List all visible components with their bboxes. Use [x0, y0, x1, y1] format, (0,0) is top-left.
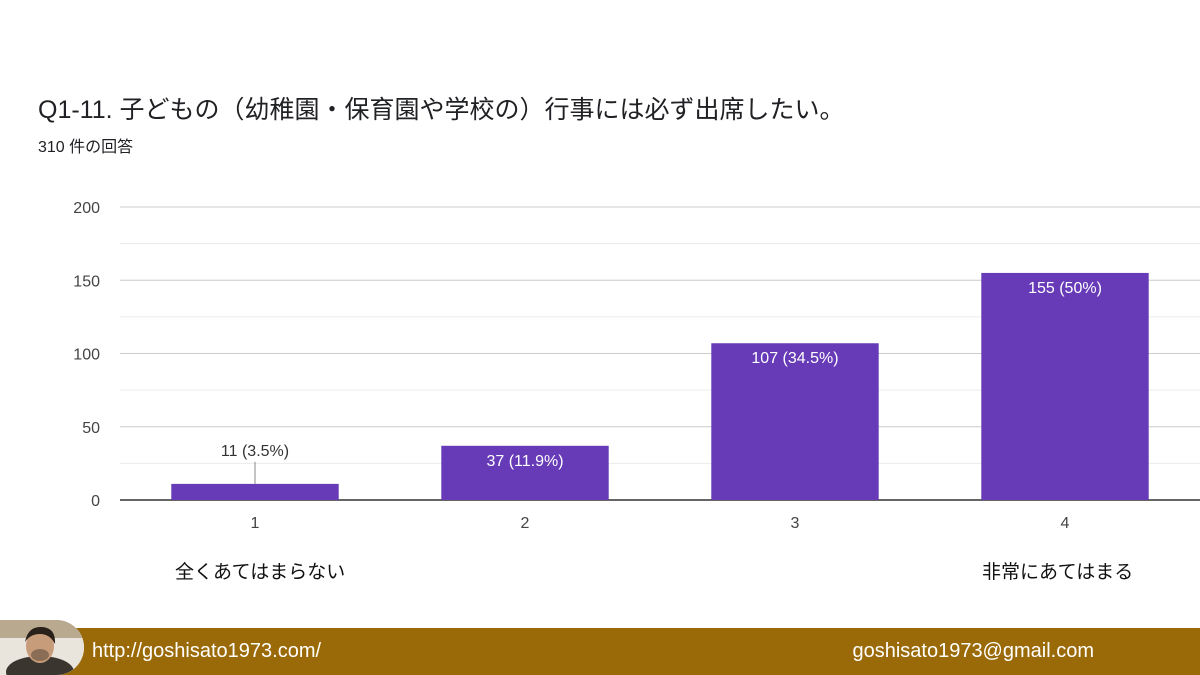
data-label: 155 (50%) [1028, 280, 1102, 297]
footer-url-link[interactable]: http://goshisato1973.com/ [92, 640, 322, 662]
y-tick-label: 100 [73, 347, 100, 364]
data-label: 107 (34.5%) [751, 350, 838, 367]
scale-label-high: 非常にあてはまる [982, 562, 1134, 583]
footer-email-link[interactable]: goshisato1973@gmail.com [852, 640, 1094, 662]
chart-title: Q1-11. 子どもの（幼稚園・保育園や学校の）行事には必ず出席したい。 [38, 96, 845, 124]
y-tick-label: 150 [73, 273, 100, 290]
data-label: 11 (3.5%) [221, 443, 289, 460]
bar-1 [171, 483, 339, 500]
bar-4 [981, 272, 1149, 500]
bar-3 [711, 343, 879, 500]
avatar [0, 620, 84, 675]
data-label: 37 (11.9%) [486, 453, 563, 470]
footer-bar [0, 628, 1200, 675]
x-tick-label: 4 [1061, 515, 1070, 532]
scale-label-low: 全くあてはまらない [175, 562, 346, 583]
x-tick-label: 1 [251, 515, 260, 532]
y-tick-label: 0 [91, 493, 100, 510]
x-tick-label: 2 [521, 515, 530, 532]
bar-chart: 0 50 100 150 200 1 2 3 4 11 (3.5%) 37 (11.9%) 107… [73, 200, 1200, 532]
y-tick-label: 200 [73, 200, 100, 217]
y-tick-label: 50 [82, 420, 100, 437]
response-count: 310 件の回答 [38, 139, 134, 156]
x-tick-label: 3 [791, 515, 800, 532]
bar-2 [441, 445, 609, 500]
